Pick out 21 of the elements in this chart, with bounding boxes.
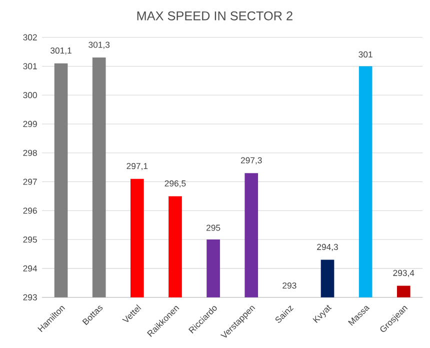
data-label: 296,5 [164, 180, 186, 188]
y-tick-label: 302 [23, 34, 37, 40]
y-tick-label: 294 [23, 265, 38, 272]
y-tick-label: 298 [23, 150, 37, 156]
y-tick-label: 295 [23, 236, 37, 243]
y-tick-label: 300 [23, 92, 37, 98]
y-tick-label: 297 [23, 178, 37, 185]
data-label: 293 [282, 282, 296, 289]
data-label: 297,3 [240, 157, 262, 164]
y-tick-label: 299 [23, 120, 37, 128]
data-label: 295 [206, 224, 220, 231]
data-label: 293,4 [393, 270, 414, 278]
data-label: 297,1 [126, 163, 148, 170]
chart-title: MAX SPEED IN SECTOR 2 [137, 11, 292, 20]
y-tick-label: 296 [23, 208, 37, 214]
y-tick-label: 301 [23, 63, 37, 70]
data-label: 301,1 [50, 47, 72, 55]
data-label: 301 [358, 51, 372, 58]
y-tick-label: 293 [23, 294, 37, 300]
data-label: 294,3 [317, 244, 338, 252]
data-label: 301,3 [88, 42, 110, 49]
